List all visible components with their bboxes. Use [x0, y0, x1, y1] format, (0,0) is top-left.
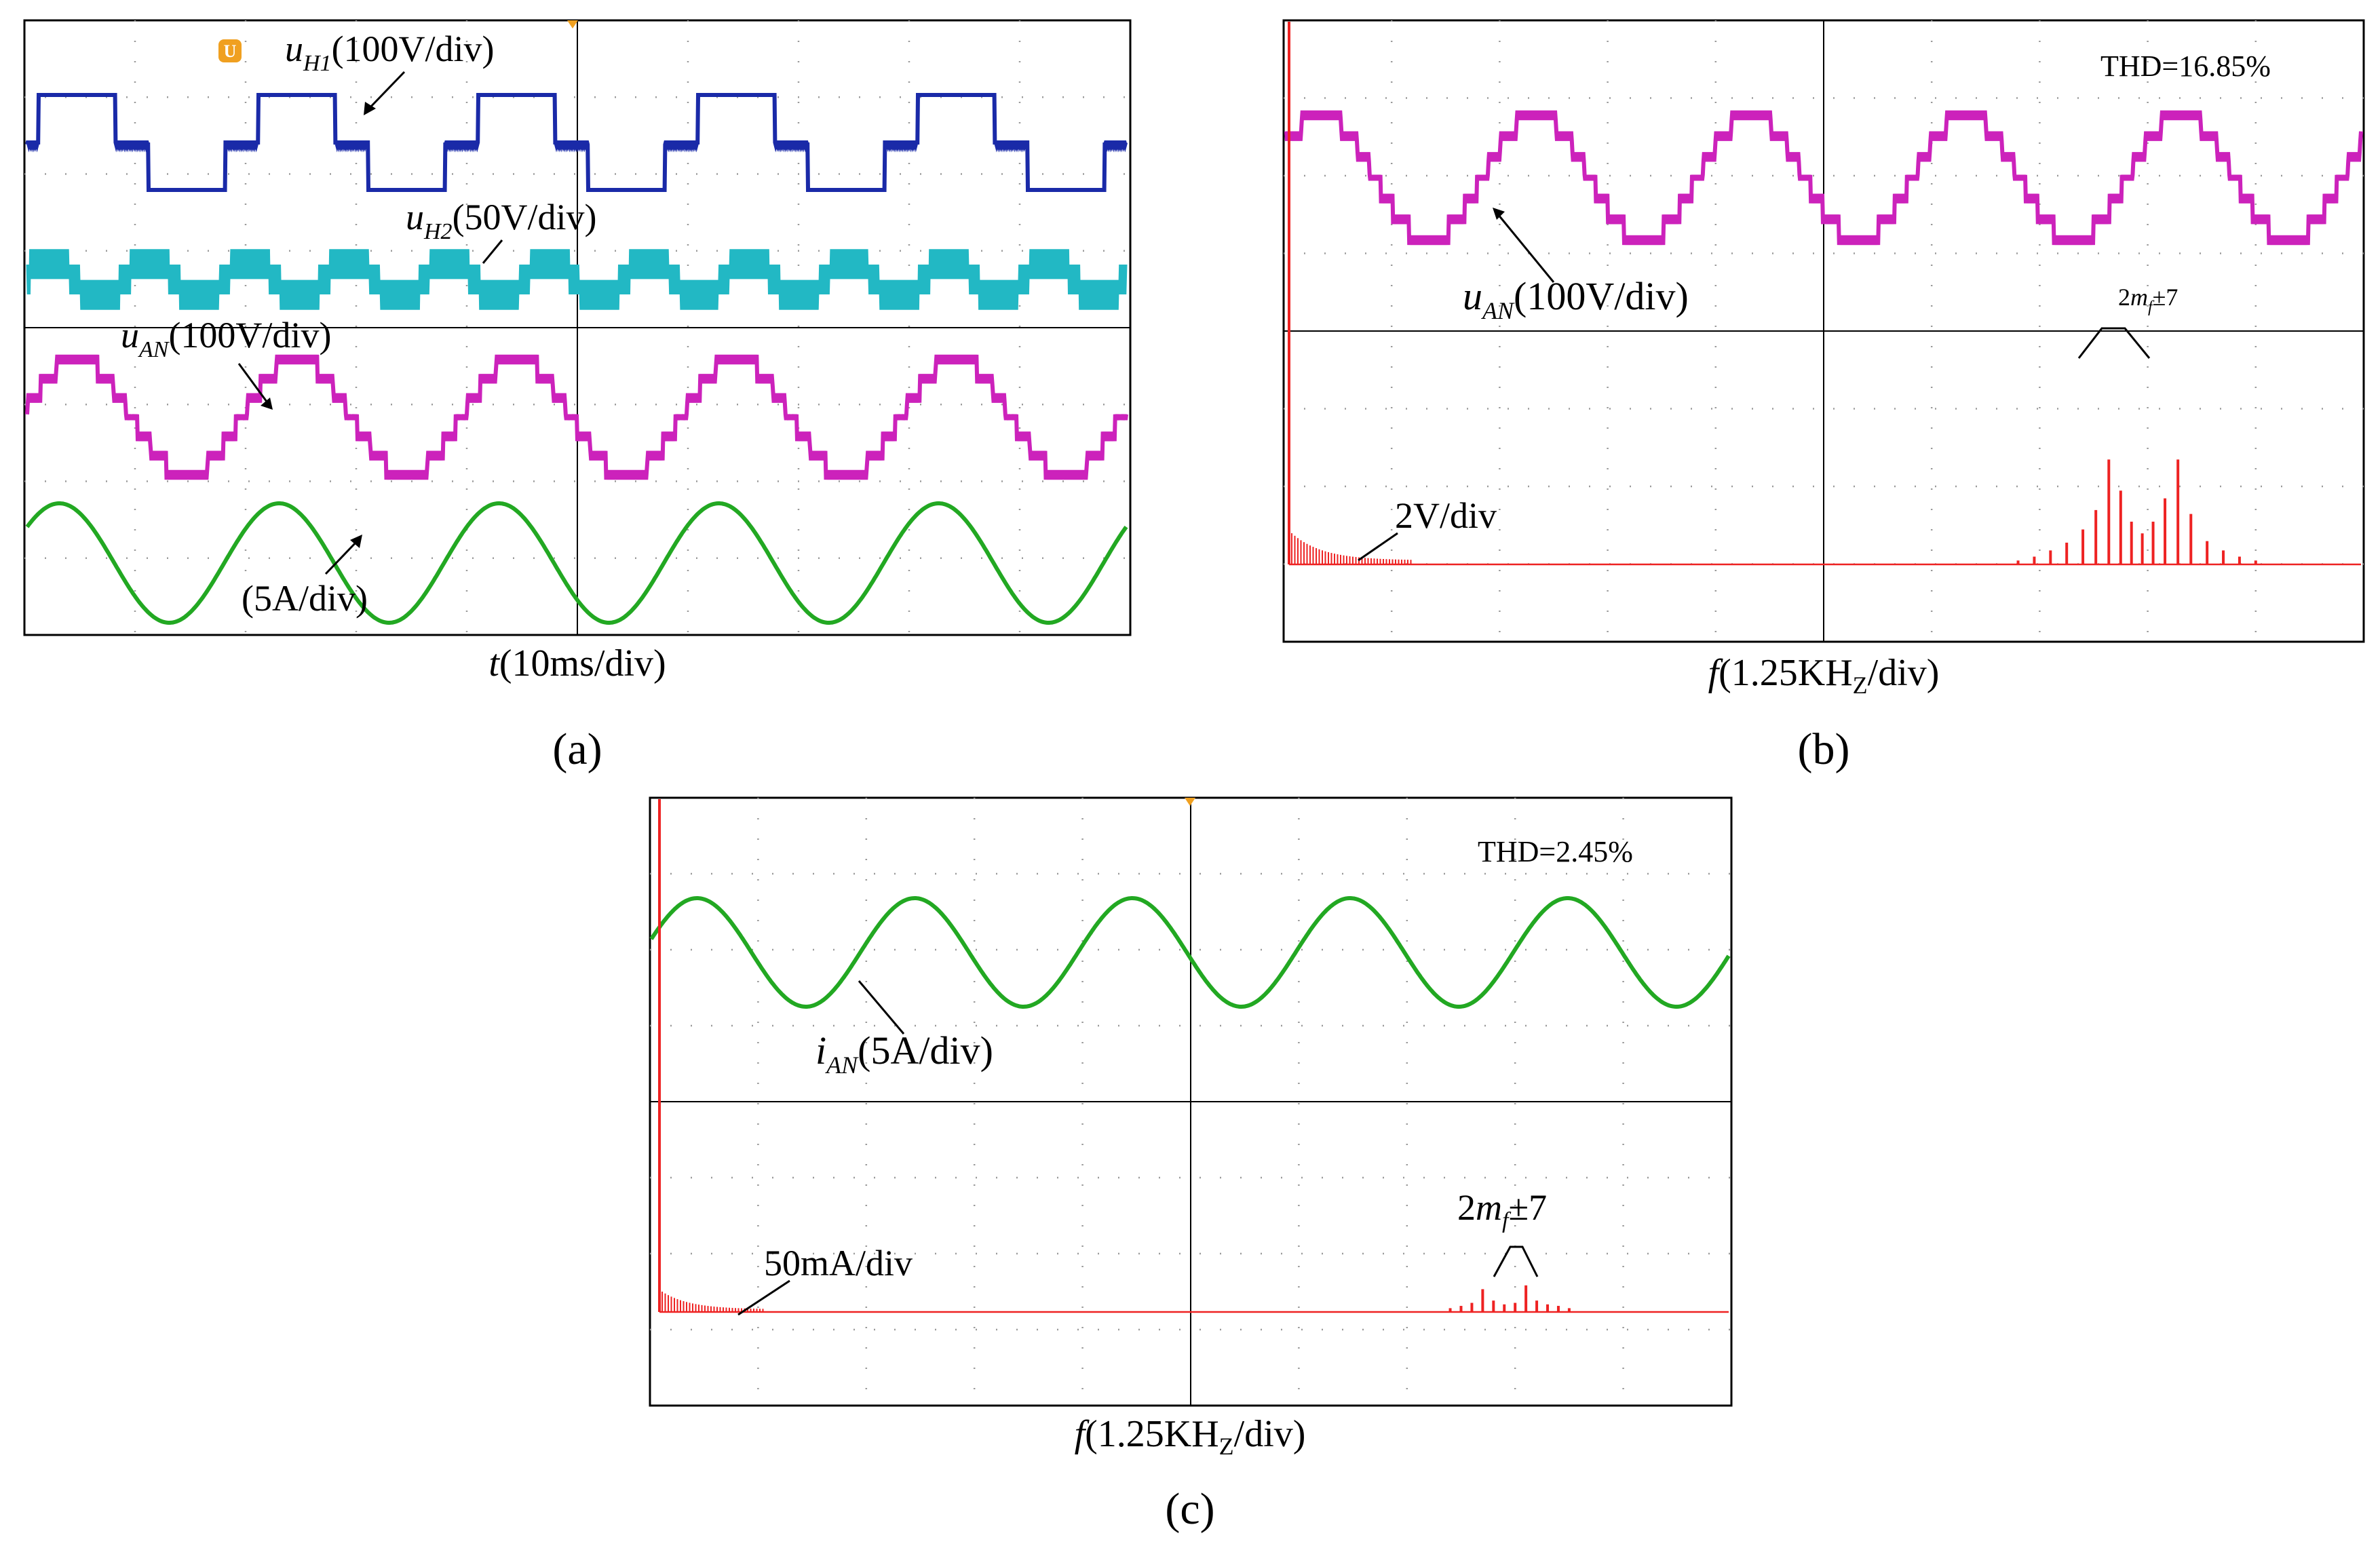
label-current-a: (5A/div) [242, 578, 368, 619]
arrow-uAN-a [237, 363, 270, 405]
arrowhead-uAN-a [261, 398, 273, 410]
arrowhead-uH1 [364, 102, 376, 115]
trace-uH1 [25, 93, 1128, 192]
annotation-2mf-b: 2mf±7 [2118, 284, 2178, 316]
arrow-2Vdiv [1358, 532, 1398, 562]
trace-current-a [25, 501, 1128, 625]
arrow-current-a [324, 539, 360, 575]
bracket-2mf-c [1493, 1245, 1539, 1277]
label-uH1: uH1(100V/div) [285, 28, 495, 76]
label-2Vdiv: 2V/div [1395, 495, 1497, 536]
bracket-2mf-b [2077, 327, 2151, 359]
arrowhead-current-a [350, 535, 362, 548]
arrow-iAN-c [858, 980, 905, 1035]
trigger-marker-glyph: U [224, 41, 237, 61]
arrow-50mAdiv [737, 1279, 790, 1316]
thd-b: THD=16.85% [2100, 50, 2271, 83]
panel-c-grid [650, 798, 1731, 1406]
panel-c-caption: (c) [1165, 1484, 1214, 1534]
annotation-2mf-c: 2mf±7 [1457, 1187, 1547, 1233]
panel-b-caption: (b) [1798, 724, 1850, 774]
panel-c-xlabel: f(1.25KHZ/div) [1075, 1413, 1306, 1460]
panel-a-grid [24, 20, 1130, 635]
panel-b-traces [1284, 22, 2363, 566]
panel-a-caption: (a) [552, 724, 602, 774]
trace-uH2 [26, 249, 1128, 310]
trigger-marker-icon [218, 39, 242, 62]
panel-a: U uH1(100V/div) uH2(50V/div) uAN(100V/di… [23, 19, 1132, 774]
arrow-uH2 [482, 239, 503, 264]
trigger-top-marker-c [1185, 798, 1195, 806]
panel-b: THD=16.85% uAN(100V/div) 2V/div 2mf±7 f(… [1282, 19, 2365, 774]
panel-c-traces [649, 799, 1731, 1313]
label-50mAdiv: 50mA/div [764, 1243, 913, 1283]
arrowhead-uAN-b [1493, 208, 1505, 220]
label-uH2: uH2(50V/div) [406, 197, 597, 244]
trace-uAN-a [25, 354, 1128, 480]
arrow-uH1 [366, 71, 406, 111]
panel-a-traces [25, 93, 1128, 625]
trigger-top-marker [567, 20, 578, 28]
arrow-uAN-b [1497, 214, 1555, 283]
panel-a-xlabel: t(10ms/div) [488, 642, 666, 684]
panel-b-xlabel: f(1.25KHZ/div) [1708, 652, 1940, 699]
label-iAN-c: iAN(5A/div) [815, 1028, 993, 1079]
trace-uAN-b [1284, 110, 2363, 246]
panel-c: THD=2.45% iAN(5A/div) 50mA/div 2mf±7 f(1… [649, 796, 1733, 1534]
label-uAN-b: uAN(100V/div) [1463, 274, 1689, 324]
label-uAN-a: uAN(100V/div) [121, 315, 331, 362]
panel-b-grid [1284, 20, 2364, 642]
thd-c: THD=2.45% [1478, 835, 1633, 868]
trace-iAN-c [649, 896, 1731, 1009]
